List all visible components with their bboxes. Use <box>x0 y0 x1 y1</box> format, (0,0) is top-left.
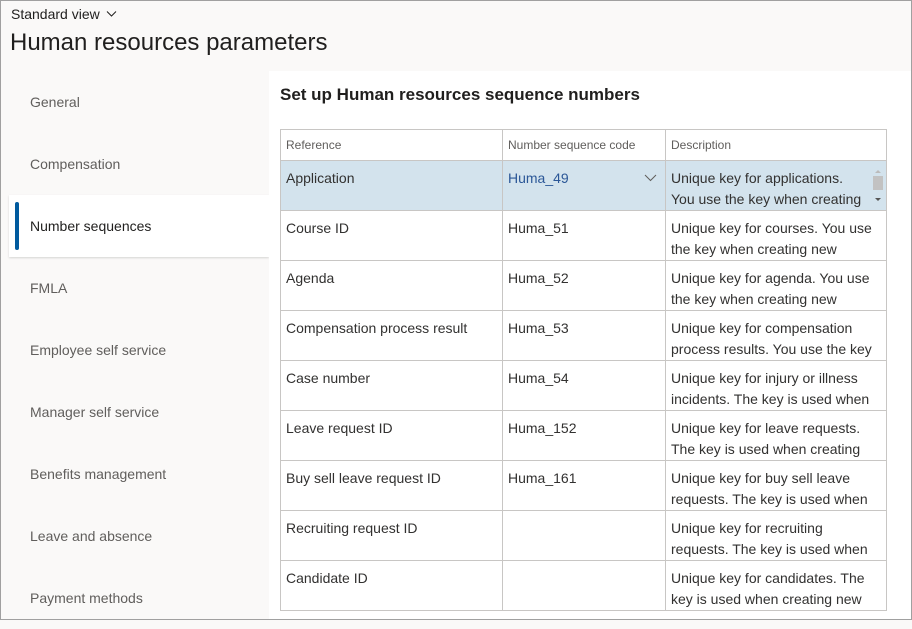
code-dropdown[interactable]: Huma_49 <box>508 168 660 189</box>
selected-indicator <box>15 202 19 250</box>
description-text: Unique key for candidates. The key is us… <box>671 570 865 607</box>
code-cell[interactable]: Huma_53 <box>502 310 666 361</box>
description-cell[interactable]: Unique key for applications. You use the… <box>665 160 887 211</box>
description-text: Unique key for agenda. You use the key w… <box>671 270 870 307</box>
reference-cell[interactable]: Agenda <box>280 260 503 311</box>
sequence-table: Reference Number sequence code Descripti… <box>280 129 887 611</box>
nav-item[interactable]: Number sequences <box>9 195 269 257</box>
code-text: Huma_53 <box>508 320 569 336</box>
nav-item-label: Benefits management <box>30 466 167 482</box>
reference-text: Case number <box>286 370 371 386</box>
reference-cell[interactable]: Leave request ID <box>280 410 503 461</box>
column-header-code[interactable]: Number sequence code <box>502 129 666 161</box>
table-row[interactable]: Buy sell leave request ID Huma_161 Uniqu… <box>280 460 887 511</box>
table-row[interactable]: Candidate ID Unique key for candidates. … <box>280 560 887 611</box>
column-header-description[interactable]: Description <box>665 129 887 161</box>
reference-cell[interactable]: Compensation process result <box>280 310 503 361</box>
nav-item-label: Payment methods <box>30 590 143 606</box>
description-cell[interactable]: Unique key for injury or illness inciden… <box>665 360 887 411</box>
table-row[interactable]: Application Huma_49 Unique key for appli… <box>280 160 887 211</box>
nav-item-label: Employee self service <box>30 342 167 358</box>
description-cell[interactable]: Unique key for leave requests. The key i… <box>665 410 887 461</box>
reference-cell[interactable]: Candidate ID <box>280 560 503 611</box>
nav-item-label: Number sequences <box>30 218 152 234</box>
description-text: Unique key for buy sell leave requests. … <box>671 470 868 507</box>
nav-item[interactable]: Payment methods <box>9 567 269 629</box>
nav-item-label: Leave and absence <box>30 528 153 544</box>
chevron-down-icon[interactable] <box>644 174 657 182</box>
code-cell[interactable] <box>502 510 666 561</box>
description-cell[interactable]: Unique key for buy sell leave requests. … <box>665 460 887 511</box>
reference-cell[interactable]: Case number <box>280 360 503 411</box>
reference-text: Recruiting request ID <box>286 520 418 536</box>
column-header-reference[interactable]: Reference <box>280 129 503 161</box>
code-cell[interactable]: Huma_51 <box>502 210 666 261</box>
main-panel: Set up Human resources sequence numbers … <box>269 71 911 619</box>
reference-text: Leave request ID <box>286 420 393 436</box>
reference-cell[interactable]: Buy sell leave request ID <box>280 460 503 511</box>
description-text: Unique key for injury or illness inciden… <box>671 370 870 407</box>
nav-item[interactable]: FMLA <box>9 257 269 319</box>
code-cell[interactable]: Huma_54 <box>502 360 666 411</box>
page-title: Human resources parameters <box>10 29 328 56</box>
table-row[interactable]: Case number Huma_54 Unique key for injur… <box>280 360 887 411</box>
nav-item[interactable]: General <box>9 71 269 133</box>
code-cell[interactable]: Huma_49 <box>502 160 666 211</box>
reference-text: Compensation process result <box>286 320 468 336</box>
code-text: Huma_54 <box>508 370 569 386</box>
reference-text: Course ID <box>286 220 350 236</box>
reference-text: Agenda <box>286 270 335 286</box>
table-row[interactable]: Recruiting request ID Unique key for rec… <box>280 510 887 561</box>
description-text: Unique key for recruiting requests. The … <box>671 520 868 557</box>
chevron-down-icon <box>106 11 117 17</box>
code-cell[interactable]: Huma_152 <box>502 410 666 461</box>
nav-item[interactable]: Leave and absence <box>9 505 269 567</box>
nav-item-label: FMLA <box>30 280 68 296</box>
code-text: Huma_152 <box>508 420 577 436</box>
code-cell[interactable] <box>502 560 666 611</box>
description-text: Unique key for compensation process resu… <box>671 320 872 357</box>
description-text: Unique key for leave requests. The key i… <box>671 420 861 457</box>
description-text: Unique key for courses. You use the key … <box>671 220 872 257</box>
nav-item[interactable]: Manager self service <box>9 381 269 443</box>
table-row[interactable]: Course ID Huma_51 Unique key for courses… <box>280 210 887 261</box>
view-selector[interactable]: Standard view <box>11 6 117 22</box>
table-row[interactable]: Leave request ID Huma_152 Unique key for… <box>280 410 887 461</box>
reference-text: Candidate ID <box>286 570 368 586</box>
code-text: Huma_51 <box>508 220 569 236</box>
nav-item[interactable]: Benefits management <box>9 443 269 505</box>
code-text: Huma_52 <box>508 270 569 286</box>
code-text: Huma_49 <box>508 170 569 186</box>
view-label: Standard view <box>11 6 100 22</box>
code-cell[interactable]: Huma_161 <box>502 460 666 511</box>
description-cell[interactable]: Unique key for compensation process resu… <box>665 310 887 361</box>
code-text: Huma_161 <box>508 470 577 486</box>
description-cell[interactable]: Unique key for courses. You use the key … <box>665 210 887 261</box>
table-row[interactable]: Agenda Huma_52 Unique key for agenda. Yo… <box>280 260 887 311</box>
reference-cell[interactable]: Course ID <box>280 210 503 261</box>
sidebar-nav: General Compensation Number sequences FMLA E… <box>1 71 269 629</box>
reference-cell[interactable]: Recruiting request ID <box>280 510 503 561</box>
description-cell[interactable]: Unique key for recruiting requests. The … <box>665 510 887 561</box>
table-row[interactable]: Compensation process result Huma_53 Uniq… <box>280 310 887 361</box>
description-cell[interactable]: Unique key for agenda. You use the key w… <box>665 260 887 311</box>
nav-item-label: Manager self service <box>30 404 160 420</box>
nav-item[interactable]: Compensation <box>9 133 269 195</box>
reference-text: Application <box>286 170 355 186</box>
code-cell[interactable]: Huma_52 <box>502 260 666 311</box>
nav-item-label: Compensation <box>30 156 121 172</box>
reference-cell[interactable]: Application <box>280 160 503 211</box>
section-heading: Set up Human resources sequence numbers <box>280 85 640 104</box>
description-text: Unique key for applications. You use the… <box>671 170 862 207</box>
description-cell[interactable]: Unique key for candidates. The key is us… <box>665 560 887 611</box>
nav-item-label: General <box>30 94 80 110</box>
reference-text: Buy sell leave request ID <box>286 470 441 486</box>
scrollbar[interactable] <box>872 165 884 205</box>
nav-item[interactable]: Employee self service <box>9 319 269 381</box>
